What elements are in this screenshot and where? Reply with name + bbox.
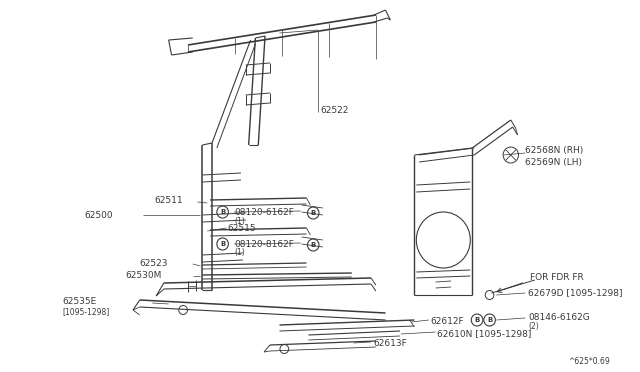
Text: 62523: 62523 xyxy=(140,260,168,269)
Text: (2): (2) xyxy=(528,323,539,331)
Text: [1095-1298]: [1095-1298] xyxy=(63,308,110,317)
Text: 62568N (RH): 62568N (RH) xyxy=(525,145,584,154)
Text: B: B xyxy=(474,317,480,323)
Text: 62500: 62500 xyxy=(85,211,113,219)
Text: (1): (1) xyxy=(234,217,245,225)
Text: 08120-8162F: 08120-8162F xyxy=(234,240,294,248)
Text: 62522: 62522 xyxy=(320,106,348,115)
Text: 62613F: 62613F xyxy=(373,340,407,349)
Text: 62569N (LH): 62569N (LH) xyxy=(525,157,582,167)
Text: B: B xyxy=(220,241,225,247)
Text: 62535E: 62535E xyxy=(63,298,97,307)
Text: B: B xyxy=(310,210,316,216)
Text: B: B xyxy=(310,242,316,248)
Text: B: B xyxy=(487,317,492,323)
Text: 62511: 62511 xyxy=(154,196,183,205)
Text: ^625*0.69: ^625*0.69 xyxy=(568,357,611,366)
Text: (1): (1) xyxy=(234,248,245,257)
Text: 62515: 62515 xyxy=(227,224,256,232)
Text: 08120-6162F: 08120-6162F xyxy=(234,208,294,217)
Text: 62530M: 62530M xyxy=(125,272,162,280)
Text: 08146-6162G: 08146-6162G xyxy=(528,312,590,321)
Text: FOR FDR FR: FOR FDR FR xyxy=(530,273,584,282)
Text: 62679D [1095-1298]: 62679D [1095-1298] xyxy=(528,289,623,298)
Text: B: B xyxy=(220,209,225,215)
Text: 62610N [1095-1298]: 62610N [1095-1298] xyxy=(436,330,531,339)
Text: 62612F: 62612F xyxy=(431,317,465,326)
